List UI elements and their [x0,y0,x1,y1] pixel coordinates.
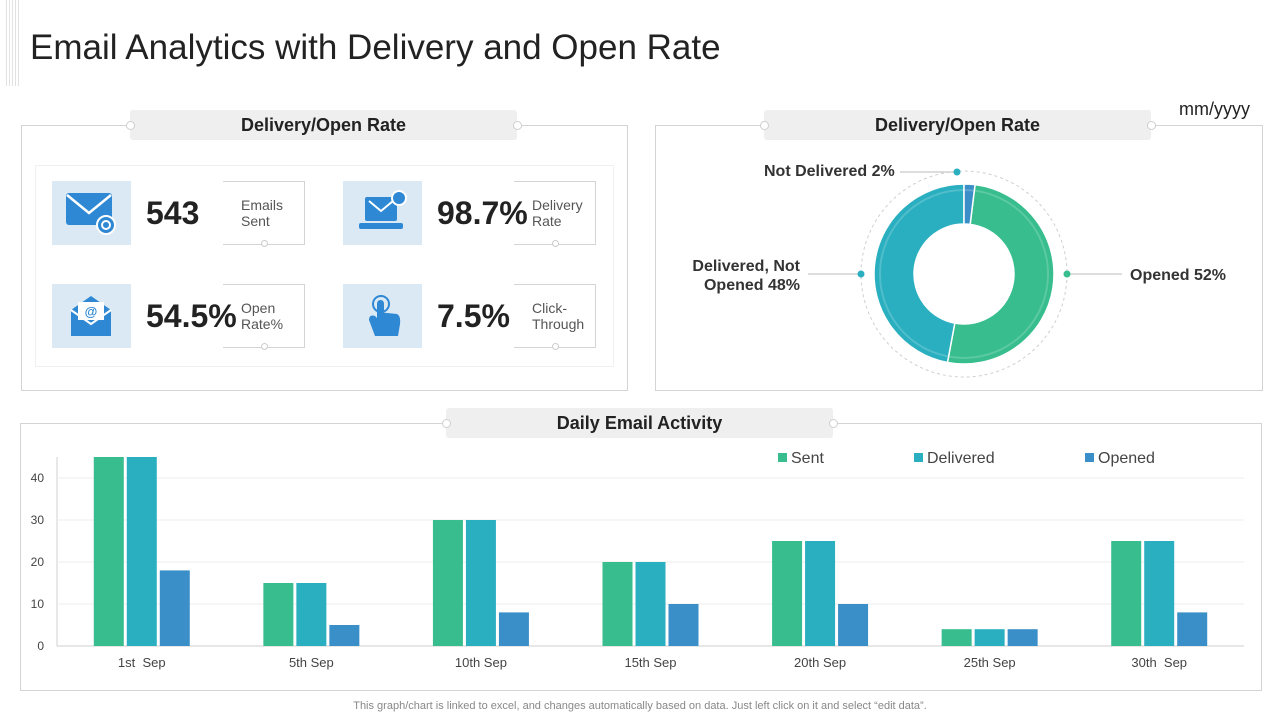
bar-delivered-2 [465,520,496,646]
x-tick-label: 5th Sep [289,655,334,670]
bar-opened-0 [159,570,190,646]
legend-item-delivered: Delivered [914,450,995,468]
kpi-value: 54.5% [146,298,237,334]
bar-sent-5 [941,629,972,646]
bar-sent-4 [772,541,803,646]
kpi-card-delivery-rate: 98.7% Delivery Rate [343,181,596,247]
legend-item-sent: Sent [778,450,824,468]
kpi-value: 98.7% [437,195,528,231]
kpi-panel-header: Delivery/Open Rate [130,110,517,140]
y-tick-label: 30 [31,513,45,527]
bar-opened-2 [498,612,529,646]
date-label: mm/yyyy [1179,99,1250,119]
x-tick-label: 15th Sep [624,655,676,670]
bar-delivered-4 [805,541,836,646]
kpi-value: 7.5% [437,298,510,334]
kpi-grid [35,165,614,367]
header-dot [760,121,769,130]
bar-sent-3 [602,562,633,646]
bar-sent-1 [263,583,294,646]
bar-delivered-5 [974,629,1005,646]
header-dot [126,121,135,130]
leader-opened-dot [1063,270,1071,278]
click-hand-icon [369,295,401,336]
bar-delivered-0 [126,457,157,646]
y-tick-label: 0 [37,639,44,653]
header-dot [513,121,522,130]
donut-slice-opened [946,183,1055,365]
kpi-card-emails-sent: 543 Emails Sent [52,181,305,247]
bar-opened-1 [329,625,360,646]
leader-delivered-dot [857,270,865,278]
decorative-lines [6,0,20,86]
header-dot [1147,121,1156,130]
activity-panel-header: Daily Email Activity [446,408,833,438]
header-dot [829,419,838,428]
laptop-mail-icon [359,190,407,229]
kpi-card-click-through: 7.5% Click- Through [343,284,596,350]
footnote: This graph/chart is linked to excel, and… [353,700,927,712]
bar-sent-2 [432,520,463,646]
donut-label-opened: Opened 52% [1130,267,1227,284]
bar-opened-3 [668,604,699,646]
donut-label-delivered-not-opened: Delivered, Not Opened 48% [692,258,800,294]
donut-slice-not-delivered [963,183,976,226]
bar-sent-6 [1111,541,1142,646]
bar-delivered-3 [635,562,666,646]
x-tick-label: 10th Sep [455,655,507,670]
page-title: Email Analytics with Delivery and Open R… [30,28,721,67]
kpi-label: Click- Through [532,300,585,332]
y-tick-label: 40 [31,471,45,485]
legend-item-opened: Opened [1085,450,1155,468]
donut-slice-delivered-not-opened [873,183,965,364]
svg-text:@: @ [85,304,98,319]
y-tick-label: 10 [31,597,45,611]
y-tick-label: 20 [31,555,45,569]
kpi-card-open-rate: @ 54.5% Open Rate% [52,284,305,350]
bar-delivered-6 [1144,541,1175,646]
donut-rim [879,189,1049,359]
kpi-label: Emails Sent [241,197,284,229]
leader-not-delivered-dot [953,168,961,176]
x-tick-label: 1st Sep [118,655,166,670]
bar-opened-6 [1177,612,1208,646]
x-tick-label: 20th Sep [794,655,846,670]
x-tick-label: 30th Sep [1131,655,1187,670]
bar-opened-5 [1007,629,1038,646]
donut-panel-header: Delivery/Open Rate [764,110,1151,140]
kpi-label: Open Rate% [241,300,284,332]
donut-label-not-delivered: Not Delivered 2% [764,163,895,180]
open-envelope-icon: @ [70,296,112,336]
x-tick-label: 25th Sep [964,655,1016,670]
kpi-label: Delivery Rate [532,197,583,229]
kpi-value: 543 [146,195,200,231]
envelope-icon [66,193,116,235]
bar-opened-4 [838,604,869,646]
bar-sent-0 [93,457,124,646]
bar-delivered-1 [296,583,327,646]
header-dot [442,419,451,428]
